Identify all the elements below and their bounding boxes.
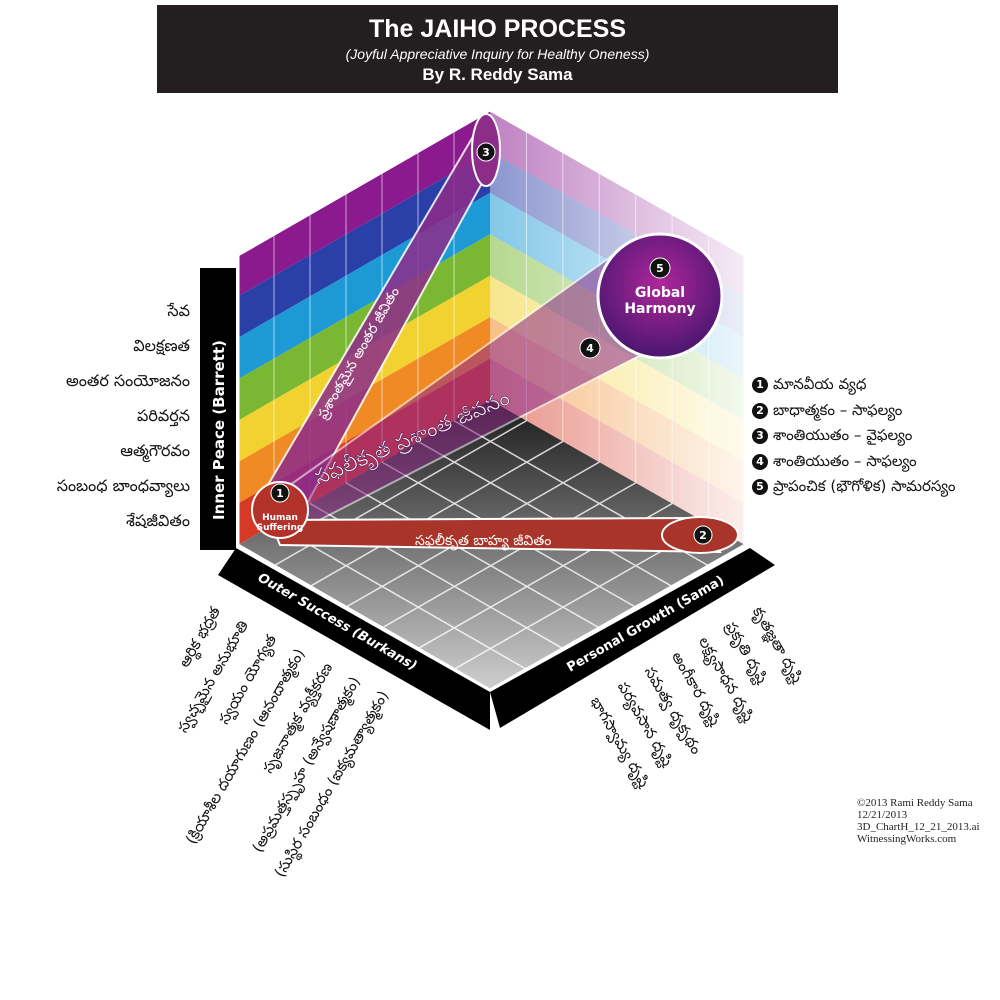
subtitle: (Joyful Appreciative Inquiry for Healthy…: [345, 46, 650, 62]
byline: By R. Reddy Sama: [422, 65, 573, 84]
level: శేషజీవితం: [126, 511, 190, 530]
title-banner: The JAIHO PROCESS (Joyful Appreciative I…: [157, 5, 838, 93]
svg-text:5: 5: [656, 262, 664, 275]
band: [238, 151, 490, 338]
point-2: 2: [661, 516, 739, 554]
point-1-label: Human Suffering: [256, 513, 304, 533]
svg-text:2: 2: [699, 529, 707, 542]
inner-peace-axis-bar: [200, 268, 236, 550]
point-3: 3: [471, 113, 501, 187]
point-5-label: Global Harmony: [624, 285, 696, 317]
band: [238, 110, 490, 297]
svg-text:4: 4: [586, 342, 594, 355]
legend-item: 5 ప్రాపంచిక (భౌగోళిక) సామరస్యం: [752, 474, 955, 500]
legend-item: 1 మానవీయ వ్యధ: [752, 372, 955, 398]
copyright-block: ©2013 Rami Reddy Sama 12/21/2013 3D_ChartH…: [857, 797, 980, 845]
level: పరివర్తన: [137, 406, 190, 425]
level: సేవ: [167, 301, 190, 320]
level: సంబంధ బాంధవ్యాలు: [56, 476, 190, 495]
title: The JAIHO PROCESS: [369, 15, 626, 43]
legend: 1 మానవీయ వ్యధ 2 బాధాత్మకం – సాఫల్యం 3 శాంతి…: [752, 372, 955, 500]
outer-life-label: సఫలీకృత బాహ్య జీవితం: [415, 533, 551, 551]
outer-success-axis-bar: [218, 548, 490, 730]
personal-growth-axis-bar: [490, 548, 775, 728]
level: ఆత్మగౌరవం: [120, 441, 190, 460]
point-1: 1 Human Suffering: [251, 481, 309, 539]
svg-text:3: 3: [482, 146, 490, 159]
legend-item: 3 శాంతియుతం – వైఫల్యం: [752, 423, 955, 449]
inner-peace-axis-label: Inner Peace (Barrett): [210, 340, 228, 520]
point-4: 4: [579, 337, 601, 359]
inner-peace-levels: సేవ విలక్షణత అంతర సంయోజనం పరివర్తన ఆత్మగ…: [57, 293, 190, 538]
point-5: 5 Global Harmony: [596, 232, 724, 360]
level: అంతర సంయోజనం: [65, 371, 190, 390]
level: విలక్షణత: [133, 336, 190, 355]
legend-item: 2 బాధాత్మకం – సాఫల్యం: [752, 398, 955, 424]
svg-text:1: 1: [276, 487, 284, 500]
legend-item: 4 శాంతియుతం – సాఫల్యం: [752, 449, 955, 475]
